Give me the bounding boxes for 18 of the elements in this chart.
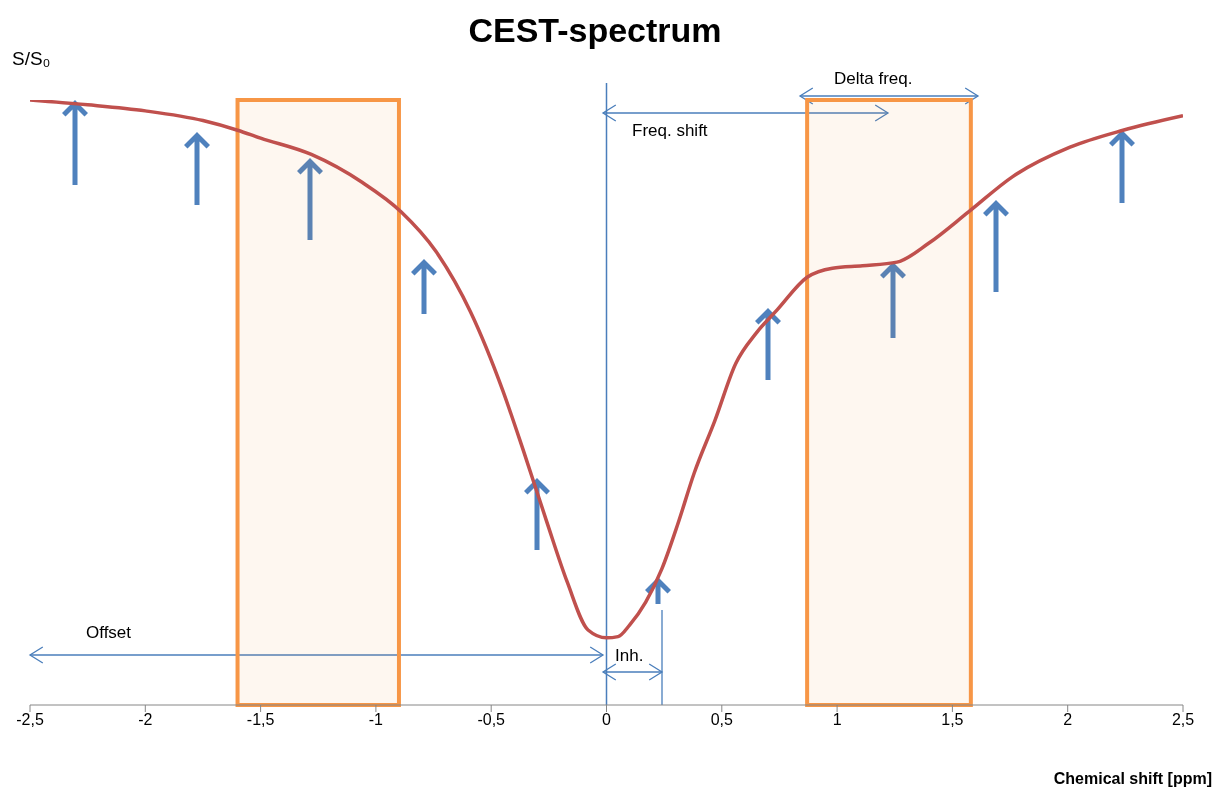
text: Delta freq. xyxy=(834,69,913,88)
x-tick-label: 2,5 xyxy=(1171,711,1195,729)
x-tick-label: 0,5 xyxy=(710,711,734,729)
x-axis-title: Chemical shift [ppm] xyxy=(1053,770,1212,787)
y-axis-title: S/S₀ xyxy=(12,48,51,69)
annotation: Inh. xyxy=(615,646,644,665)
x-tick-label: 2 xyxy=(1063,711,1073,729)
x-tick-label: -0,5 xyxy=(477,711,506,729)
x-tick-label: -2 xyxy=(138,711,153,729)
annotation: Offset xyxy=(86,623,132,642)
chart-title: CEST-spectrum xyxy=(468,11,722,49)
x-tick-label: -1 xyxy=(368,711,384,729)
annotation: Freq. shift xyxy=(632,121,708,140)
x-tick-label: 0 xyxy=(602,711,612,729)
x-tick-label: 1 xyxy=(832,711,842,729)
x-tick-label: -2,5 xyxy=(16,711,44,729)
x-tick-label: -1,5 xyxy=(246,711,275,729)
x-tick-label: 1,5 xyxy=(941,711,964,729)
